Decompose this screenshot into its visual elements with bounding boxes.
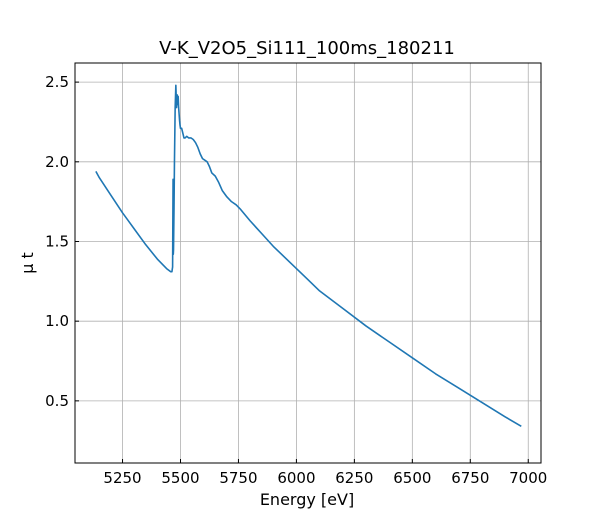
y-axis-label: μ t <box>18 252 37 274</box>
series-layer <box>95 84 522 428</box>
x-axis-label: Energy [eV] <box>260 490 354 509</box>
plot-frame <box>74 62 542 464</box>
x-tick-label: 6500 <box>393 469 431 487</box>
y-tick-label: 1.5 <box>45 232 69 250</box>
x-axis: 5250 5500 5750 6000 6250 6500 6750 7000 <box>103 459 547 487</box>
x-tick-label: 5750 <box>219 469 257 487</box>
x-tick-label: 6000 <box>277 469 315 487</box>
x-tick-label: 5250 <box>103 469 141 487</box>
y-axis: 0.5 1.0 1.5 2.0 2.5 <box>45 73 79 410</box>
y-tick-label: 1.0 <box>45 312 69 330</box>
y-tick-label: 2.5 <box>45 73 69 91</box>
x-tick-label: 5500 <box>161 469 199 487</box>
y-tick-label: 2.0 <box>45 153 69 171</box>
x-tick-label: 6750 <box>451 469 489 487</box>
chart-title: V-K_V2O5_Si111_100ms_180211 <box>159 38 455 59</box>
x-tick-label: 6250 <box>335 469 373 487</box>
grid-lines <box>75 63 541 463</box>
y-tick-label: 0.5 <box>45 392 69 410</box>
series-line <box>95 84 522 428</box>
x-tick-label: 7000 <box>509 469 547 487</box>
